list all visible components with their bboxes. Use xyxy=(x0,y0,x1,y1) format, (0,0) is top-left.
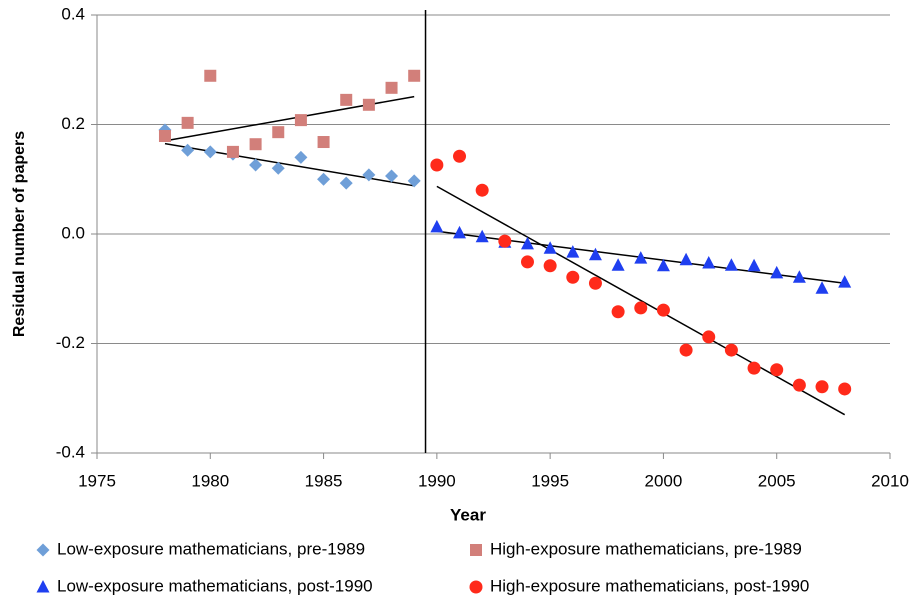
point xyxy=(770,265,784,279)
point xyxy=(294,150,308,164)
point xyxy=(792,270,806,283)
trend-line xyxy=(436,185,846,416)
point xyxy=(838,382,852,396)
point xyxy=(588,247,602,261)
point xyxy=(838,275,852,288)
point xyxy=(362,98,375,111)
point xyxy=(815,281,829,294)
point xyxy=(520,236,534,250)
point xyxy=(475,229,489,243)
point xyxy=(317,136,330,149)
point xyxy=(566,270,580,284)
x-tick-label: 1980 xyxy=(191,471,229,490)
point xyxy=(679,343,693,357)
point xyxy=(430,158,444,172)
y-tick-label: -0.4 xyxy=(56,442,85,461)
y-axis-title: Residual number of papers xyxy=(11,131,28,337)
point xyxy=(158,129,171,142)
point xyxy=(498,234,512,248)
point xyxy=(724,343,738,357)
point xyxy=(294,114,307,127)
point xyxy=(204,69,217,82)
point xyxy=(181,116,194,129)
point xyxy=(272,126,285,139)
point xyxy=(679,252,693,266)
point xyxy=(543,241,557,254)
point xyxy=(656,303,670,317)
point xyxy=(203,145,217,159)
legend-label: High-exposure mathematicians, pre-1989 xyxy=(490,539,802,558)
point xyxy=(475,183,489,197)
point xyxy=(453,149,467,163)
point xyxy=(611,258,625,271)
point xyxy=(249,138,262,151)
point xyxy=(271,161,285,175)
x-tick-label: 2005 xyxy=(758,471,796,490)
y-tick-label: 0.0 xyxy=(61,223,85,242)
point xyxy=(656,258,670,272)
legend-marker xyxy=(469,580,483,594)
point xyxy=(792,378,806,392)
point xyxy=(747,258,761,272)
point xyxy=(385,81,398,94)
legend-marker xyxy=(470,544,482,556)
x-tick-label: 2010 xyxy=(871,471,909,490)
point xyxy=(362,168,376,182)
legend-marker xyxy=(36,580,50,593)
trend-line xyxy=(164,95,415,142)
point xyxy=(634,301,648,315)
point xyxy=(430,219,444,233)
x-axis-title: Year xyxy=(450,505,486,524)
point xyxy=(453,225,467,239)
legend-label: Low-exposure mathematicians, post-1990 xyxy=(57,576,373,595)
x-tick-label: 1975 xyxy=(78,471,116,490)
point xyxy=(340,93,353,106)
legend-marker xyxy=(36,543,50,557)
legend-label: High-exposure mathematicians, post-1990 xyxy=(490,576,809,595)
x-tick-label: 1985 xyxy=(305,471,343,490)
point xyxy=(249,158,263,172)
point xyxy=(408,69,421,82)
point xyxy=(702,330,716,344)
point xyxy=(385,169,399,183)
y-tick-label: 0.2 xyxy=(61,114,85,133)
x-tick-label: 1990 xyxy=(418,471,456,490)
point xyxy=(520,255,534,269)
point xyxy=(566,245,580,258)
point xyxy=(702,256,716,269)
x-tick-label: 1995 xyxy=(531,471,569,490)
x-tick-label: 2000 xyxy=(645,471,683,490)
point xyxy=(226,145,239,158)
point xyxy=(634,251,648,264)
point xyxy=(339,176,353,190)
point xyxy=(770,363,784,377)
point xyxy=(181,143,195,157)
point xyxy=(747,361,761,375)
point xyxy=(724,258,738,271)
point xyxy=(815,380,829,394)
y-tick-label: 0.4 xyxy=(61,4,85,23)
point xyxy=(588,276,602,290)
y-tick-label: -0.2 xyxy=(56,333,85,352)
point xyxy=(317,172,331,186)
point xyxy=(543,259,557,273)
point xyxy=(611,305,625,319)
point xyxy=(407,174,421,188)
trend-line xyxy=(164,142,415,187)
legend-label: Low-exposure mathematicians, pre-1989 xyxy=(57,539,365,558)
